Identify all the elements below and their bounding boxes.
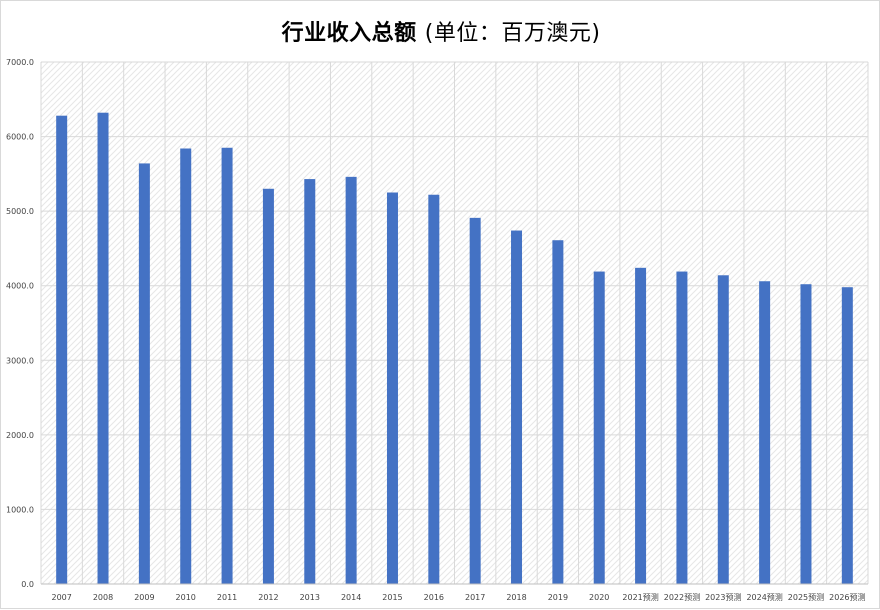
bar [56, 115, 68, 584]
bar [759, 281, 771, 584]
x-tick-label: 2020 [589, 593, 609, 602]
x-tick-label: 2017 [465, 593, 485, 602]
bar [593, 271, 605, 584]
y-tick-label: 4000.0 [6, 282, 34, 291]
x-tick-label: 2012 [258, 593, 278, 602]
bar [428, 194, 440, 585]
y-tick-label: 1000.0 [6, 505, 34, 514]
x-tick-label: 2019 [548, 593, 568, 602]
x-tick-label: 2022预测 [664, 592, 700, 602]
chart-title-main: 行业收入总额 [281, 21, 417, 46]
bar [221, 147, 233, 584]
y-tick-label: 3000.0 [6, 356, 34, 365]
bar [511, 230, 523, 584]
y-tick-label: 5000.0 [6, 207, 34, 216]
x-tick-label: 2015 [382, 593, 402, 602]
x-tick-label: 2026预测 [829, 592, 865, 602]
bar [552, 240, 564, 584]
chart-title-unit: (单位：百万澳元) [424, 21, 601, 46]
bar [469, 217, 481, 584]
bar [386, 192, 398, 584]
bar [841, 287, 853, 584]
x-tick-label: 2007 [51, 593, 71, 602]
y-tick-label: 0.0 [21, 580, 34, 589]
x-tick-label: 2013 [300, 593, 320, 602]
x-tick-label: 2011 [217, 593, 237, 602]
x-tick-label: 2025预测 [788, 592, 824, 602]
x-tick-label: 2016 [424, 593, 444, 602]
x-tick-label: 2021预测 [622, 592, 658, 602]
bar [138, 163, 150, 584]
x-tick-label: 2008 [93, 593, 113, 602]
bar [800, 284, 812, 584]
bar [717, 275, 729, 584]
y-tick-label: 7000.0 [6, 58, 34, 67]
bar [97, 112, 109, 585]
x-tick-label: 2018 [506, 593, 526, 602]
bar [635, 267, 647, 584]
bar [676, 271, 688, 584]
x-tick-label: 2014 [341, 593, 361, 602]
x-tick-label: 2023预测 [705, 592, 741, 602]
chart-title: 行业收入总额 (单位：百万澳元) [1, 15, 880, 47]
bar [304, 179, 316, 584]
x-tick-label: 2010 [176, 593, 196, 602]
y-tick-label: 2000.0 [6, 431, 34, 440]
x-tick-label: 2024预测 [746, 592, 782, 602]
x-tick-label: 2009 [134, 593, 154, 602]
bar [180, 148, 192, 584]
bar [262, 188, 274, 584]
bar [345, 176, 357, 584]
y-tick-label: 6000.0 [6, 133, 34, 142]
